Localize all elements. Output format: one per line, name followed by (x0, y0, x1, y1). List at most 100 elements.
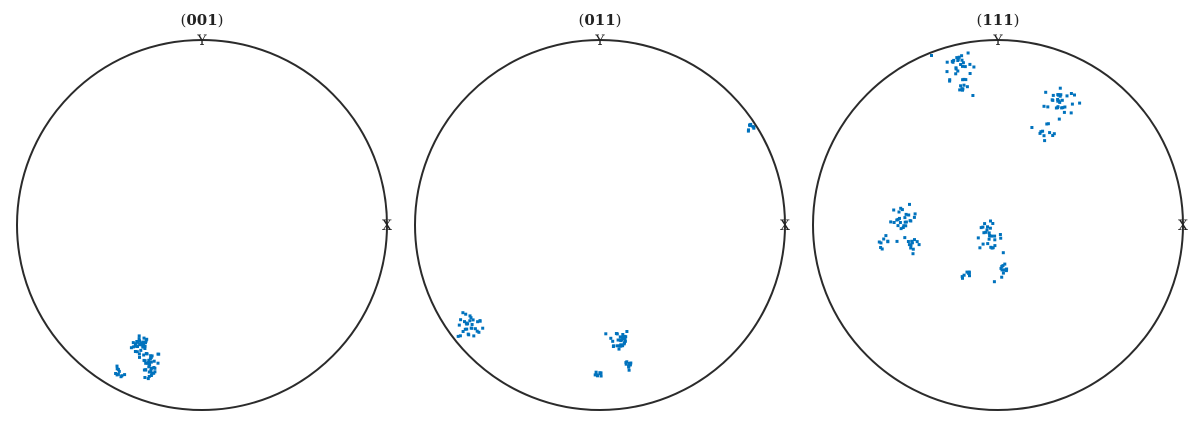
pole-point (1000, 275, 1004, 279)
pole-point (903, 236, 907, 240)
pole-point (1051, 98, 1055, 102)
pole-point (913, 212, 917, 216)
pole-point (904, 212, 908, 216)
pole-point (898, 221, 902, 224)
pole-point (115, 367, 119, 371)
pole-point (889, 220, 893, 224)
pole-point (136, 345, 139, 348)
pole-point (895, 218, 899, 222)
pole-point (913, 238, 916, 242)
pole-figure-001: (001) Y X (16, 11, 392, 411)
pole-point (144, 341, 147, 345)
pole-point (1061, 106, 1065, 110)
pole-figure-title: (011) (578, 11, 621, 29)
pole-point (1070, 102, 1074, 106)
pole-point (892, 221, 896, 224)
pole-point (992, 280, 996, 284)
pole-points (114, 334, 161, 381)
pole-point (1046, 105, 1050, 109)
pole-point (1051, 93, 1055, 97)
pole-point (983, 222, 987, 226)
pole-point (965, 85, 969, 89)
pole-point (907, 243, 911, 247)
pole-point (594, 370, 598, 374)
pole-point (114, 372, 118, 375)
pole-point (472, 334, 476, 338)
pole-point (143, 344, 147, 348)
pole-point (123, 373, 127, 377)
pole-point (899, 206, 903, 210)
pole-point (986, 242, 990, 246)
pole-point (456, 334, 460, 338)
pole-point (619, 339, 623, 343)
pole-point (1058, 86, 1062, 90)
pole-point (461, 311, 465, 315)
pole-point (143, 376, 147, 379)
pole-point (143, 347, 147, 350)
pole-point (981, 225, 985, 229)
pole-point (1001, 271, 1005, 275)
pole-point (968, 274, 971, 278)
pole-point (991, 222, 995, 225)
pole-point (625, 330, 629, 333)
pole-point (143, 359, 147, 363)
pole-point (998, 233, 1002, 236)
pole-point (131, 341, 135, 345)
pole-point (1041, 129, 1045, 133)
pole-point (468, 319, 472, 323)
pole-point (1057, 117, 1061, 121)
pole-point (457, 323, 461, 327)
pole-point (945, 60, 949, 64)
pole-point (972, 65, 976, 69)
pole-point (961, 61, 965, 65)
pole-point (1069, 111, 1073, 115)
pole-point (149, 368, 153, 372)
pole-point (1042, 134, 1046, 138)
pole-point (115, 364, 119, 368)
pole-point (993, 244, 997, 248)
pole-point (149, 374, 153, 377)
pole-point (959, 63, 963, 66)
pole-point (475, 329, 479, 333)
pole-point (892, 208, 896, 212)
pole-point (912, 215, 916, 219)
pole-point (886, 239, 890, 243)
pole-point (1058, 94, 1062, 98)
pole-point (142, 336, 146, 340)
pole-point (117, 369, 121, 373)
pole-point (142, 353, 146, 357)
pole-point (477, 330, 481, 334)
pole-point (989, 219, 992, 223)
pole-point (1030, 126, 1034, 129)
pole-point (897, 210, 901, 214)
pole-point (1065, 94, 1069, 98)
pole-point (147, 370, 151, 374)
pole-point (604, 332, 608, 336)
pole-point (746, 129, 750, 133)
pole-point (152, 366, 156, 369)
pole-point (749, 122, 753, 126)
pole-point (141, 344, 145, 348)
pole-point (144, 368, 147, 372)
pole-point (962, 273, 966, 277)
pole-point (960, 275, 964, 279)
pole-figure-111: (111) Y X (812, 11, 1188, 411)
pole-point (1056, 98, 1060, 101)
pole-point (458, 334, 462, 338)
pole-point (909, 243, 913, 247)
pole-point (129, 346, 133, 350)
pole-point (1039, 130, 1043, 134)
pole-point (135, 340, 139, 343)
pole-point (990, 234, 994, 238)
pole-point (149, 360, 153, 364)
pole-point (464, 312, 468, 316)
pole-point (909, 246, 913, 250)
pole-point (609, 336, 613, 340)
pole-point (882, 237, 886, 241)
pole-point (1005, 267, 1009, 271)
pole-point (961, 276, 964, 280)
x-axis-label: X (382, 218, 392, 234)
pole-point (617, 344, 621, 348)
pole-point (134, 342, 137, 346)
pole-point (157, 352, 161, 356)
